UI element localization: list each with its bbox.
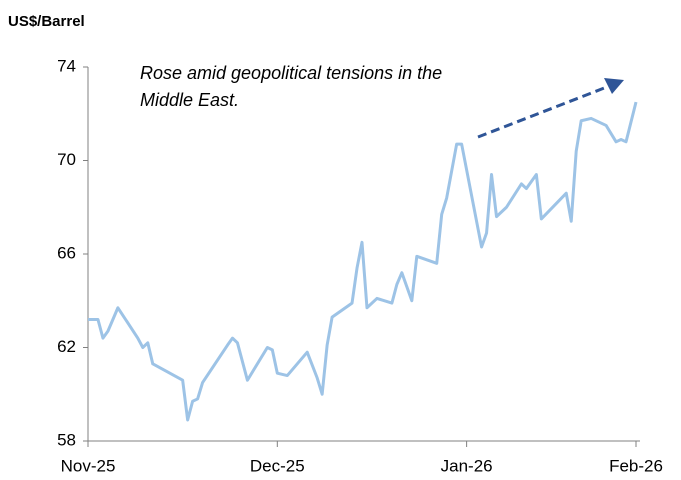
annotation-arrow — [477, 83, 613, 139]
arrow-head — [604, 78, 624, 94]
y-tick-label: 62 — [57, 337, 76, 356]
annotation: Middle East. — [140, 90, 239, 110]
annotation: Rose amid geopolitical tensions in the — [140, 63, 442, 83]
y-tick-label: 74 — [57, 56, 76, 75]
price-line — [88, 101, 638, 422]
x-tick-label: Jan-26 — [441, 456, 493, 475]
x-tick-label: Feb-26 — [609, 456, 663, 475]
x-tick-label: Dec-25 — [250, 456, 305, 475]
x-tick-label: Nov-25 — [61, 456, 116, 475]
y-tick-label: 58 — [57, 430, 76, 449]
y-tick-label: 70 — [57, 150, 76, 169]
y-axis-label: US$/Barrel — [8, 13, 85, 30]
y-tick-label: 66 — [57, 243, 76, 262]
